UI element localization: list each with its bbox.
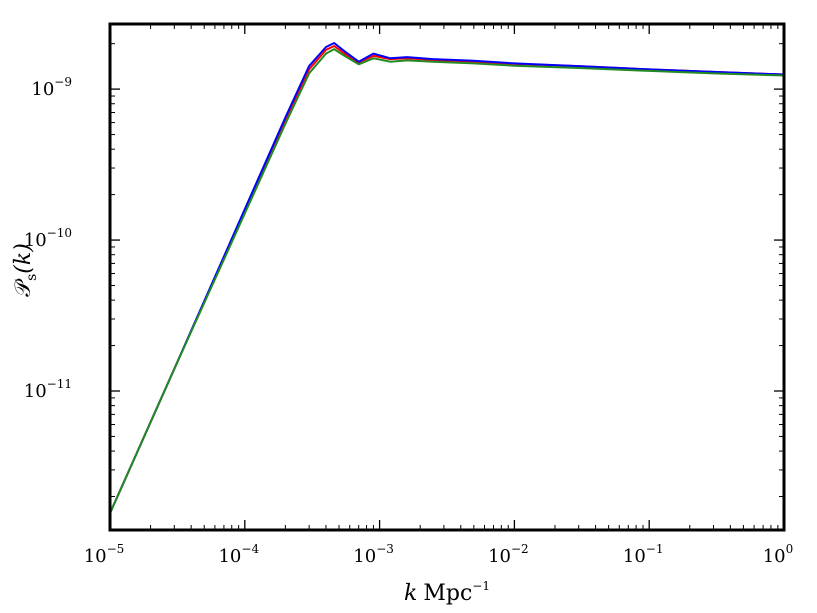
plot-frame bbox=[108, 22, 786, 532]
y-tick-label-1: 10−10 bbox=[24, 226, 72, 251]
x-axis-label: k Mpc−1 bbox=[404, 579, 490, 606]
x-axis-label-exp: −1 bbox=[472, 579, 490, 593]
x-tick-label-1: 10−4 bbox=[218, 542, 259, 567]
x-tick-label-2: 10−3 bbox=[353, 542, 394, 567]
x-axis-label-var: k bbox=[404, 581, 417, 606]
series-layer bbox=[109, 42, 785, 514]
y-axis-label: 𝒫s(k) bbox=[11, 243, 40, 297]
y-axis-label-main: 𝒫 bbox=[11, 278, 36, 297]
y-axis-label-arg: (k) bbox=[11, 243, 36, 274]
series-line-2 bbox=[109, 48, 785, 514]
series-line-1 bbox=[109, 42, 785, 514]
y-tick-label-0: 10−11 bbox=[24, 377, 72, 402]
y-tick-label-2: 10−9 bbox=[31, 75, 72, 100]
x-tick-label-4: 10−1 bbox=[623, 542, 664, 567]
x-tick-label-3: 10−2 bbox=[488, 542, 529, 567]
x-tick-label-5: 100 bbox=[763, 542, 794, 567]
x-tick-label-0: 10−5 bbox=[84, 542, 125, 567]
x-tick-labels: 10−5 10−4 10−3 10−2 10−1 100 bbox=[84, 542, 794, 567]
y-tick-labels: 10−11 10−10 10−9 bbox=[24, 75, 72, 402]
x-axis-label-unit: Mpc bbox=[423, 581, 472, 606]
y-axis-label-sub: s bbox=[24, 274, 40, 281]
